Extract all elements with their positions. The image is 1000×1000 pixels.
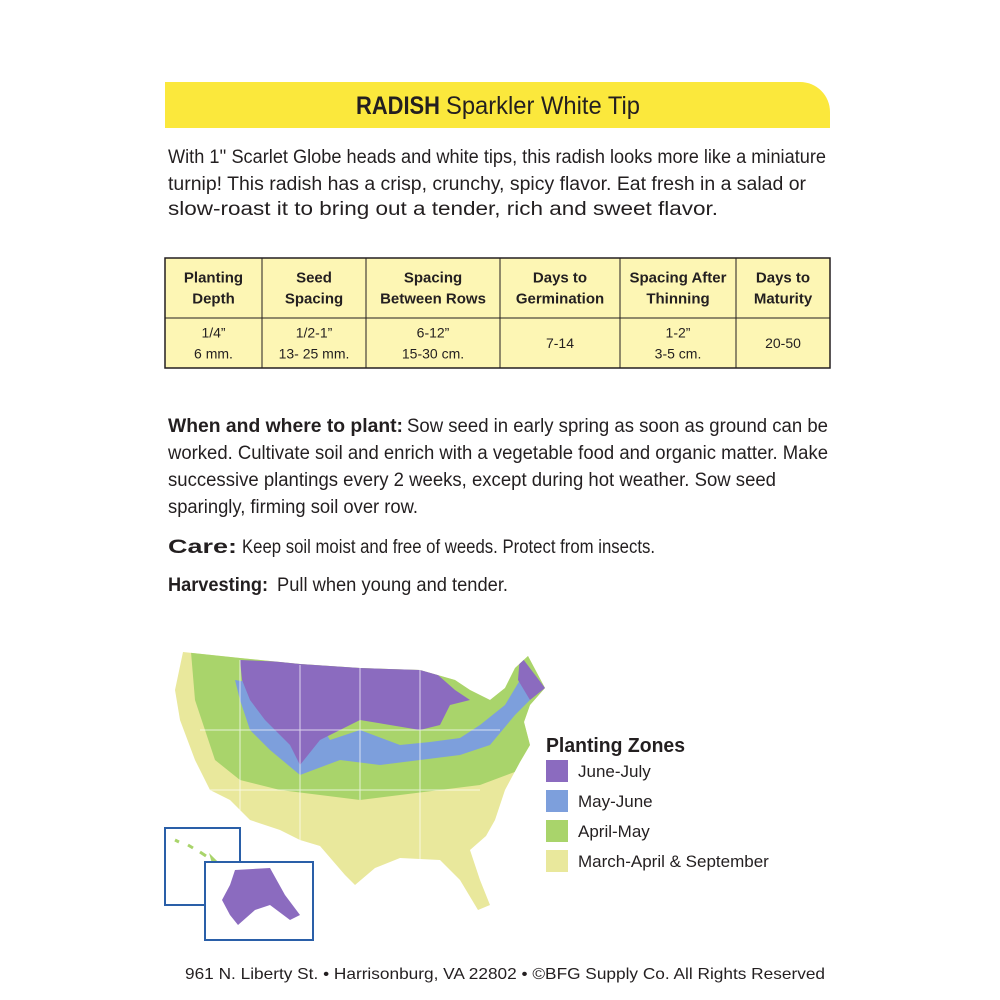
section-text: successive plantings every 2 weeks, exce… (168, 470, 776, 491)
header-text: Spacing After (630, 270, 727, 287)
cell-text: 13- 25 mm. (279, 346, 350, 362)
header-text: Spacing (285, 291, 343, 308)
legend-label: March-April & September (578, 852, 769, 871)
description: With 1'' Scarlet Globe heads and white t… (168, 147, 826, 220)
description-line: With 1'' Scarlet Globe heads and white t… (168, 147, 826, 168)
header-text: Between Rows (380, 291, 486, 308)
header-text: Spacing (404, 270, 462, 287)
cell-text: 1/2-1” (296, 325, 333, 341)
header-text: Days to (756, 270, 810, 287)
header-text: Days to (533, 270, 587, 287)
footer: 961 N. Liberty St. • Harrisonburg, VA 22… (185, 966, 825, 983)
cell-text: 6-12” (417, 325, 450, 341)
state-lines (190, 660, 500, 860)
section-label: Harvesting: (168, 575, 268, 596)
cell-text: 7-14 (546, 335, 574, 351)
legend-swatch (546, 790, 568, 812)
description-line: turnip! This radish has a crisp, crunchy… (168, 174, 807, 195)
header-text: Seed (296, 270, 332, 287)
section: Harvesting: Pull when young and tender. (168, 575, 508, 596)
table-bg (164, 257, 831, 369)
cell-text: 3-5 cm. (655, 346, 702, 362)
legend-label: April-May (578, 822, 650, 841)
header-text: Germination (516, 291, 604, 308)
description-line: slow-roast it to bring out a tender, ric… (168, 199, 718, 220)
section-text: Keep soil moist and free of weeds. Prote… (242, 537, 655, 558)
header-text: Depth (192, 291, 235, 308)
section-label: Care: (168, 537, 237, 558)
instructions: When and where to plant: Sow seed in earl… (167, 416, 828, 596)
cell-text: 15-30 cm. (402, 346, 464, 362)
section-label: When and where to plant: (168, 416, 403, 437)
legend-title: Planting Zones (546, 735, 685, 757)
section: Care: Keep soil moist and free of weeds. … (168, 537, 655, 558)
header-text: Planting (184, 270, 243, 287)
cell-text: 1-2” (666, 325, 691, 341)
legend: June-July May-June April-May March-April & … (546, 760, 769, 872)
section-text: sparingly, firming soil over row. (168, 497, 418, 518)
header-text: Maturity (754, 291, 813, 308)
title-rest: Sparkler White Tip (446, 92, 640, 120)
section-text: Sow seed in early spring as soon as grou… (407, 416, 828, 437)
title-bar (165, 82, 830, 128)
legend-swatch (546, 820, 568, 842)
title-bold: RADISH (356, 92, 440, 120)
title: RADISH Sparkler White Tip (356, 92, 640, 120)
legend-swatch (546, 850, 568, 872)
hawaii (174, 838, 220, 873)
legend-label: June-July (578, 762, 651, 781)
cell-text: 20-50 (765, 335, 801, 351)
legend-label: May-June (578, 792, 653, 811)
legend-swatch (546, 760, 568, 782)
alaska (222, 868, 300, 925)
cell-text: 6 mm. (194, 346, 233, 362)
info-table: Planting Depth Seed Spacing Spacing Between R… (164, 257, 831, 369)
section: When and where to plant: Sow seed in earl… (167, 416, 828, 518)
section-text: Pull when young and tender. (277, 575, 508, 596)
zone-purple (240, 655, 545, 765)
cell-text: 1/4” (201, 325, 225, 341)
section-text: worked. Cultivate soil and enrich with a… (167, 443, 828, 464)
header-text: Thinning (646, 291, 709, 308)
